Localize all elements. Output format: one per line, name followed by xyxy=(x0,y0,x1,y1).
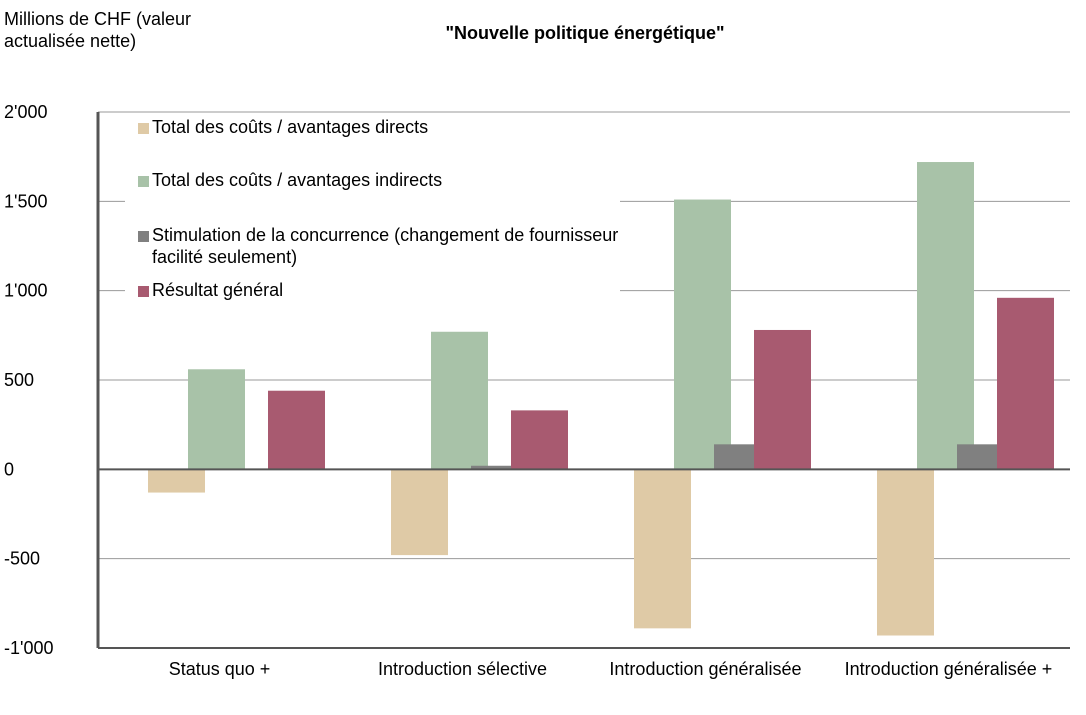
legend-swatch xyxy=(138,286,149,297)
y-tick-label: 1'000 xyxy=(4,281,47,301)
bar xyxy=(148,469,205,493)
bar xyxy=(917,162,974,470)
legend-label: Total des coûts / avantages directs xyxy=(152,117,429,137)
legend-swatch xyxy=(138,123,149,134)
x-tick-label: Introduction généralisée + xyxy=(844,659,1053,679)
y-tick-label: 500 xyxy=(4,370,34,390)
legend-swatch xyxy=(138,176,149,187)
legend-swatch xyxy=(138,231,149,242)
x-tick-label: Introduction généralisée xyxy=(609,659,802,679)
chart-title: "Nouvelle politique énergétique" xyxy=(445,23,725,43)
bar xyxy=(674,199,731,470)
legend-label: Résultat général xyxy=(152,280,284,300)
x-tick-label: Status quo + xyxy=(168,659,271,679)
y-tick-label: -1'000 xyxy=(4,638,53,658)
y-tick-label: -500 xyxy=(4,549,40,569)
x-tick-label: Introduction sélective xyxy=(377,659,548,679)
y-tick-label: 0 xyxy=(4,459,14,479)
bar xyxy=(268,390,325,470)
bar xyxy=(877,469,934,636)
bar xyxy=(431,331,488,470)
bar xyxy=(511,410,568,470)
y-tick-label: 2'000 xyxy=(4,102,47,122)
y-tick-label: 1'500 xyxy=(4,191,47,211)
legend-label: Stimulation de la concurrence (changemen… xyxy=(152,225,619,267)
legend-box xyxy=(125,114,620,304)
bar xyxy=(997,297,1054,470)
bar xyxy=(391,469,448,556)
bar xyxy=(471,465,528,470)
bar xyxy=(188,369,245,470)
bar xyxy=(754,329,811,470)
y-axis-label: Millions de CHF (valeur actualisée nette… xyxy=(4,9,192,51)
legend-label: Total des coûts / avantages indirects xyxy=(152,170,443,190)
bar xyxy=(634,469,691,629)
